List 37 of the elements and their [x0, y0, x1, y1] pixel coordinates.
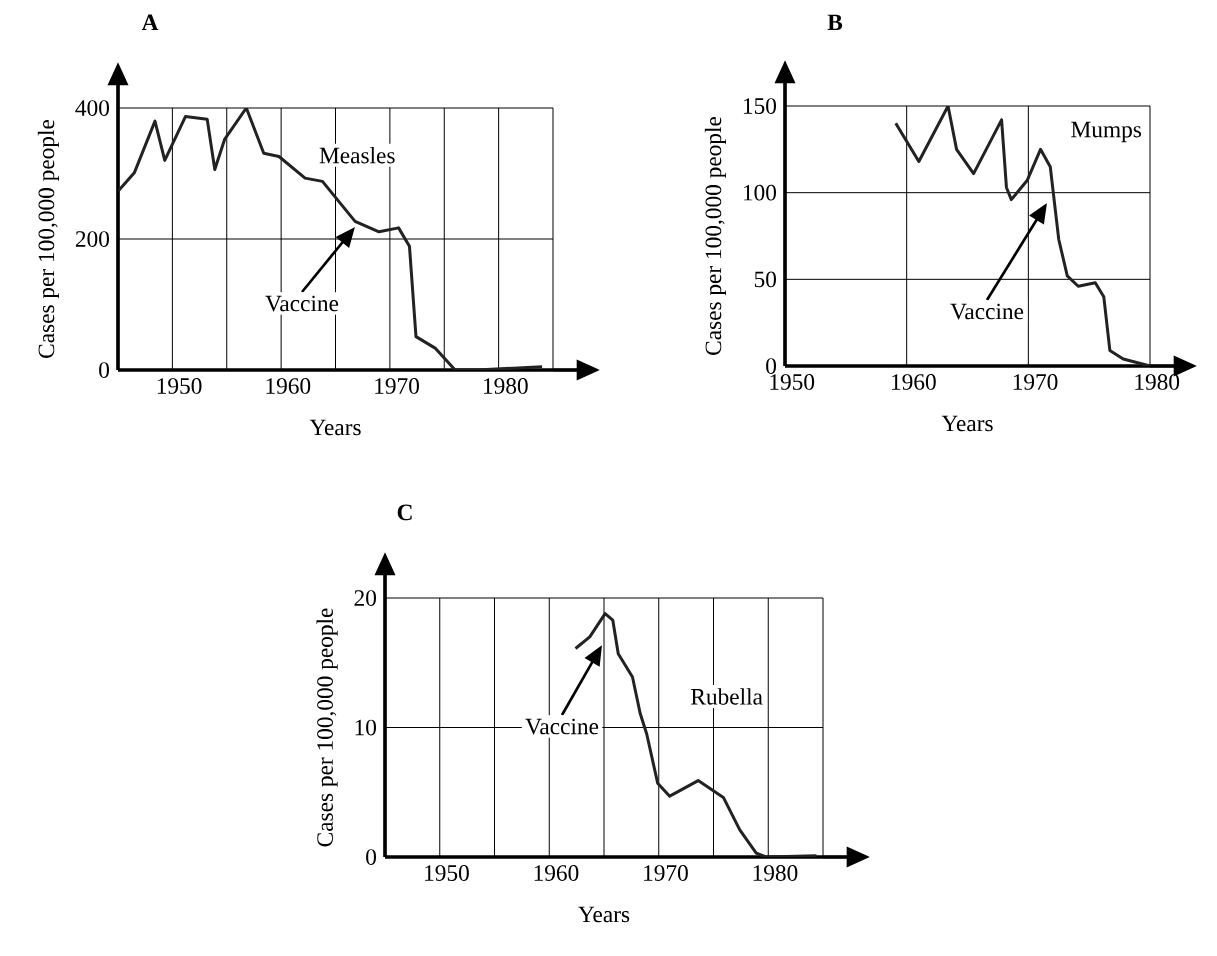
- y-tick-label: 400: [75, 100, 109, 116]
- x-tick-label: 1980: [484, 378, 528, 394]
- x-axis-title: Years: [309, 419, 361, 436]
- text: Rubella: [691, 688, 763, 705]
- x-tick-label: 1970: [1013, 374, 1058, 390]
- y-tick-label: 100: [743, 184, 776, 201]
- y-axis-title: Cases per 100,000 people: [37, 119, 60, 358]
- y-axis-title: Cases per 100,000 people: [704, 116, 727, 355]
- y-tick-label: 20: [354, 590, 376, 606]
- x-tick-label: 1960: [892, 374, 936, 390]
- series-label: Mumps: [1071, 121, 1142, 143]
- y-tick-label: 0: [366, 849, 376, 865]
- chart-title: A: [141, 14, 159, 31]
- annotation: Vaccine: [265, 295, 339, 312]
- x-tick-label: 1960: [534, 865, 579, 881]
- x-tick-label: 1970: [375, 378, 419, 394]
- x-axis-title: Years: [578, 906, 630, 923]
- annotation: Vaccine: [525, 718, 599, 735]
- series-label: Measles: [319, 146, 395, 164]
- x-tick-label: 1980: [1135, 374, 1180, 390]
- y-tick-label: 200: [75, 231, 109, 247]
- x-tick-label: 1970: [644, 865, 688, 881]
- x-tick-label: 1950: [157, 378, 202, 394]
- annotation: Vaccine: [950, 303, 1024, 320]
- y-tick-label: 0: [766, 358, 776, 374]
- chart-title: C: [397, 504, 412, 521]
- x-axis-title: Years: [941, 415, 993, 432]
- y-tick-label: 0: [99, 362, 109, 378]
- y-tick-label: 10: [355, 719, 376, 736]
- x-tick-label: 1950: [770, 374, 815, 390]
- y-tick-label: 150: [743, 98, 776, 114]
- x-tick-label: 1950: [425, 865, 469, 881]
- x-tick-label: 1960: [266, 378, 311, 394]
- y-tick-label: 50: [754, 271, 776, 288]
- y-axis-title: Cases per 100,000 people: [316, 608, 338, 847]
- chart-title: B: [827, 14, 843, 31]
- x-tick-label: 1980: [753, 865, 798, 881]
